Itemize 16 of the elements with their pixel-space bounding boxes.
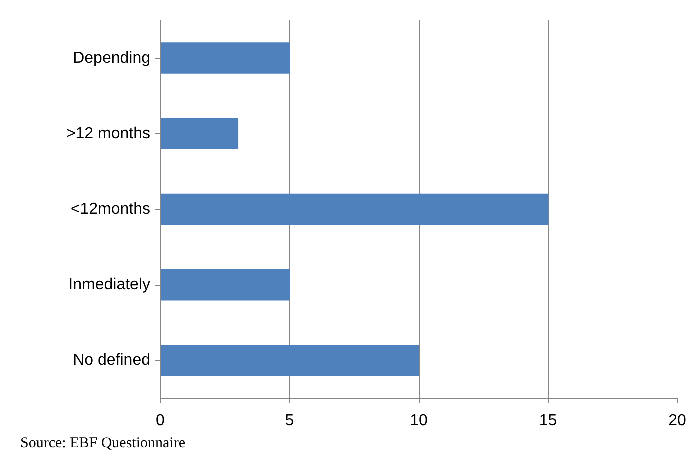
y-tick-label: >12 months bbox=[66, 125, 151, 142]
y-tick-label: Inmediately bbox=[68, 276, 151, 294]
x-tick-label: 20 bbox=[668, 412, 686, 430]
bar bbox=[160, 118, 239, 150]
bar bbox=[160, 345, 420, 376]
x-tick-label: 0 bbox=[156, 412, 166, 430]
x-tick-label: 15 bbox=[539, 412, 558, 430]
bar bbox=[160, 42, 290, 74]
source-note: Source: EBF Questionnaire bbox=[20, 436, 186, 452]
x-tick-label: 10 bbox=[410, 412, 428, 430]
x-tick-label: 5 bbox=[285, 412, 294, 430]
bar bbox=[160, 194, 549, 226]
y-tick-label: No defined bbox=[73, 352, 150, 370]
y-tick-label: <12months bbox=[70, 201, 150, 218]
bar bbox=[160, 269, 290, 301]
y-tick-label: Depending bbox=[73, 50, 151, 67]
